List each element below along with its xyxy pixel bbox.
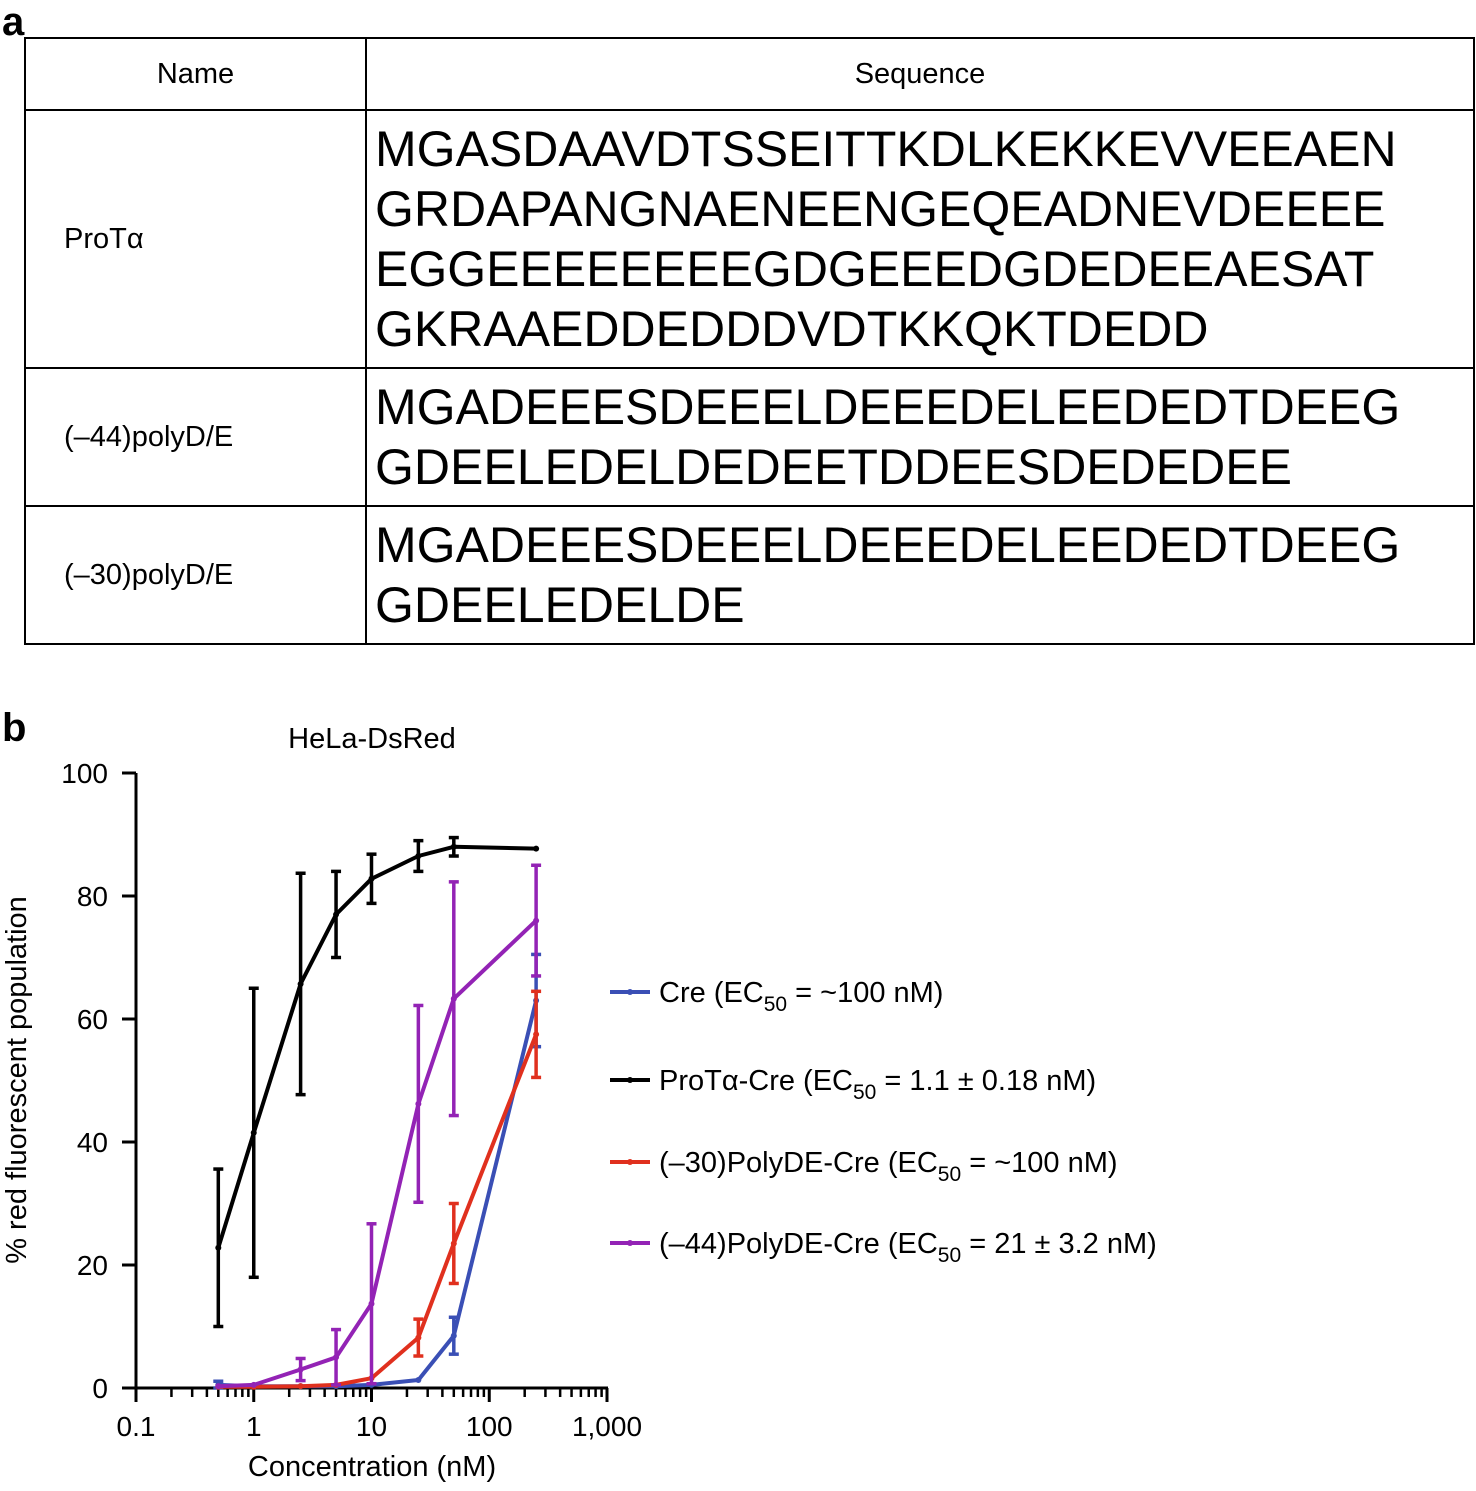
data-point bbox=[415, 1100, 422, 1107]
data-point bbox=[250, 1129, 257, 1136]
data-point bbox=[450, 1332, 457, 1339]
data-point bbox=[368, 1300, 375, 1307]
legend-item: ProTα-Cre (EC50 = 1.1 ± 0.18 nM) bbox=[610, 1065, 1096, 1104]
dose-response-chart: HeLa-DsRed Concentration (nM) % red fluo… bbox=[1, 723, 1157, 1483]
sequence-line: GRDAPANGNAENEENGEQEADNEVDEEEE bbox=[375, 181, 1386, 237]
legend-marker bbox=[627, 1077, 633, 1083]
sequence-line: GKRAAEDDEDDDVDTKKQKTDEDD bbox=[375, 301, 1209, 357]
y-tick-label: 40 bbox=[77, 1127, 108, 1158]
row-sequence-protalpha: MGASDAAVDTSSEITTKDLKEKKEVVEEAEN GRDAPANG… bbox=[365, 109, 1475, 369]
data-point bbox=[297, 1383, 304, 1390]
series-3 bbox=[215, 863, 542, 1390]
legend-label: ProTα-Cre (EC50 = 1.1 ± 0.18 nM) bbox=[659, 1065, 1096, 1104]
legend-marker bbox=[627, 1159, 633, 1165]
sequence-table: Name Sequence ProTα MGASDAAVDTSSEITTKDLK… bbox=[24, 37, 1475, 645]
data-point bbox=[450, 843, 457, 850]
data-point bbox=[297, 980, 304, 987]
series-1 bbox=[213, 835, 540, 1329]
row-sequence-polyde-44: MGADEEESDEEELDEEEDELEEDEDTDEEG GDEELEDEL… bbox=[365, 367, 1475, 507]
sequence-line: MGASDAAVDTSSEITTKDLKEKKEVVEEAEN bbox=[375, 121, 1397, 177]
data-point bbox=[297, 1366, 304, 1373]
sequence-line: EGGEEEEEEEEGDGEEEDGDEDEEAESAT bbox=[375, 241, 1375, 297]
x-tick-label: 0.1 bbox=[117, 1411, 156, 1442]
legend-label: (–30)PolyDE-Cre (EC50 = ~100 nM) bbox=[659, 1147, 1118, 1186]
data-point bbox=[368, 875, 375, 882]
data-point bbox=[415, 1377, 422, 1384]
series-layer bbox=[213, 835, 542, 1390]
data-point bbox=[215, 1244, 222, 1251]
row-name-polyde-30: (–30)polyD/E bbox=[24, 505, 367, 645]
data-point bbox=[215, 1383, 222, 1390]
data-point bbox=[533, 1031, 540, 1038]
table-row: (–44)polyD/E MGADEEESDEEELDEEEDELEEDEDTD… bbox=[24, 367, 1475, 507]
sequence-line: MGADEEESDEEELDEEEDELEEDEDTDEEG bbox=[375, 379, 1401, 435]
series-line bbox=[218, 1000, 539, 1389]
y-tick-label: 80 bbox=[77, 881, 108, 912]
y-tick-label: 20 bbox=[77, 1250, 108, 1281]
sequence-line: MGADEEESDEEELDEEEDELEEDEDTDEEG bbox=[375, 517, 1401, 573]
legend-item: Cre (EC50 = ~100 nM) bbox=[610, 977, 943, 1016]
data-point bbox=[450, 1240, 457, 1247]
y-tick-label: 100 bbox=[61, 758, 108, 789]
row-sequence-polyde-30: MGADEEESDEEELDEEEDELEEDEDTDEEG GDEELEDEL… bbox=[365, 505, 1475, 645]
legend-item: (–44)PolyDE-Cre (EC50 = 21 ± 3.2 nM) bbox=[610, 1228, 1157, 1267]
data-point bbox=[250, 1381, 257, 1388]
data-point bbox=[415, 853, 422, 860]
series-line bbox=[216, 844, 537, 1249]
table-row: ProTα MGASDAAVDTSSEITTKDLKEKKEVVEEAEN GR… bbox=[24, 109, 1475, 369]
legend-marker bbox=[627, 1240, 633, 1246]
header-sequence: Sequence bbox=[365, 37, 1475, 111]
table-header-row: Name Sequence bbox=[24, 37, 1475, 111]
series-0 bbox=[213, 952, 542, 1390]
panel-label-b: b bbox=[2, 706, 27, 750]
legend-item: (–30)PolyDE-Cre (EC50 = ~100 nM) bbox=[610, 1147, 1118, 1186]
y-tick-label: 0 bbox=[92, 1373, 108, 1404]
data-point bbox=[415, 1334, 422, 1341]
row-name-protalpha: ProTα bbox=[24, 109, 367, 369]
legend-marker bbox=[627, 989, 633, 995]
y-axis-label: % red fluorescent population bbox=[1, 896, 33, 1264]
legend: Cre (EC50 = ~100 nM) ProTα-Cre (EC50 = 1.… bbox=[610, 977, 1157, 1267]
legend-label: (–44)PolyDE-Cre (EC50 = 21 ± 3.2 nM) bbox=[659, 1228, 1157, 1267]
data-point bbox=[333, 911, 340, 918]
data-point bbox=[450, 995, 457, 1002]
chart-title: HeLa-DsRed bbox=[288, 723, 456, 755]
legend-label: Cre (EC50 = ~100 nM) bbox=[659, 977, 943, 1016]
x-tick-label: 1,000 bbox=[572, 1411, 642, 1442]
table-row: (–30)polyD/E MGADEEESDEEELDEEEDELEEDEDTD… bbox=[24, 505, 1475, 645]
x-axis-label: Concentration (nM) bbox=[248, 1451, 496, 1483]
data-point bbox=[533, 917, 540, 924]
series-2 bbox=[215, 989, 542, 1390]
row-name-polyde-44: (–44)polyD/E bbox=[24, 367, 367, 507]
series-line bbox=[218, 1033, 538, 1389]
data-point bbox=[333, 1354, 340, 1361]
series-line bbox=[218, 919, 538, 1389]
sequence-line: GDEELEDELDEDEETDDEESDEDEDEE bbox=[375, 439, 1292, 495]
data-point bbox=[533, 845, 540, 852]
sequence-line: GDEELEDELDE bbox=[375, 577, 745, 633]
header-name: Name bbox=[24, 37, 367, 111]
axes: 0 20 40 60 80 100 0.1 1 10 100 1,000 bbox=[61, 758, 642, 1442]
panel-label-a: a bbox=[2, 0, 25, 44]
x-tick-label: 100 bbox=[466, 1411, 513, 1442]
x-tick-label: 10 bbox=[356, 1411, 387, 1442]
x-tick-label: 1 bbox=[246, 1411, 262, 1442]
y-tick-label: 60 bbox=[77, 1004, 108, 1035]
